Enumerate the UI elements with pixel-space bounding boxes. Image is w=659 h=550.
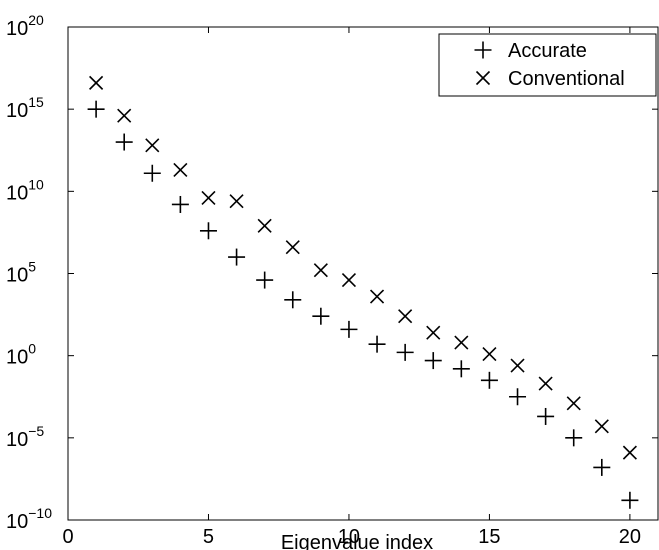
conventional-point: [538, 376, 553, 391]
conventional-point: [482, 346, 497, 362]
conventional-point: [369, 289, 385, 304]
y-tick-label: 105: [6, 259, 36, 287]
legend-conventional-marker: [475, 70, 491, 86]
accurate-point: [228, 248, 246, 266]
x-tick-label: 10: [338, 526, 360, 548]
conventional-point: [285, 240, 300, 255]
accurate-point: [340, 320, 358, 338]
accurate-point: [87, 100, 105, 118]
conventional-point: [594, 419, 609, 434]
accurate-point: [424, 352, 442, 370]
accurate-point: [115, 133, 133, 151]
accurate-point: [171, 195, 189, 213]
accurate-point: [284, 291, 302, 309]
conventional-point: [201, 190, 216, 205]
accurate-point: [509, 388, 527, 406]
x-axis-title: Eigenvalue index: [281, 532, 433, 550]
conventional-point: [510, 358, 525, 373]
conventional-point: [89, 75, 104, 90]
accurate-point: [256, 271, 274, 289]
accurate-point: [621, 491, 639, 509]
conventional-point: [145, 138, 160, 153]
legend: Accurate Conventional: [438, 33, 657, 97]
x-tick-label: 0: [62, 526, 73, 548]
axis-ticks: [67, 26, 658, 521]
y-tick-label: 1020: [6, 12, 44, 40]
y-tick-label: 1015: [6, 94, 44, 122]
plot-area: [67, 26, 659, 521]
legend-accurate-marker: [474, 41, 492, 59]
accurate-point: [199, 222, 217, 240]
conventional-point: [341, 273, 357, 288]
x-tick-label: 20: [619, 526, 641, 548]
conventional-point: [454, 335, 469, 350]
accurate-point: [565, 429, 583, 447]
accurate-point: [312, 307, 330, 325]
x-tick-label: 15: [478, 526, 500, 548]
legend-label: Accurate: [508, 40, 587, 62]
data-marks: [87, 75, 639, 509]
legend-box: [438, 33, 657, 97]
x-tick-label: 5: [203, 526, 214, 548]
y-tick-label: 100: [6, 341, 36, 369]
y-tick-label: 10−10: [6, 505, 52, 533]
accurate-point: [143, 164, 161, 182]
y-tick-label: 1010: [6, 176, 44, 204]
conventional-point: [229, 194, 244, 209]
accurate-point: [396, 343, 414, 361]
accurate-point: [368, 335, 386, 353]
accurate-point: [480, 371, 498, 389]
conventional-point: [257, 218, 272, 233]
conventional-point: [622, 445, 637, 460]
conventional-point: [173, 162, 188, 178]
conventional-point: [398, 309, 413, 324]
y-tick-label: 10−5: [6, 423, 44, 451]
accurate-point: [452, 360, 470, 378]
accurate-point: [593, 458, 611, 476]
conventional-point: [426, 325, 441, 340]
accurate-point: [537, 407, 555, 425]
conventional-point: [566, 396, 581, 411]
conventional-point: [313, 263, 328, 278]
legend-label: Conventional: [508, 68, 625, 90]
conventional-point: [117, 108, 132, 123]
